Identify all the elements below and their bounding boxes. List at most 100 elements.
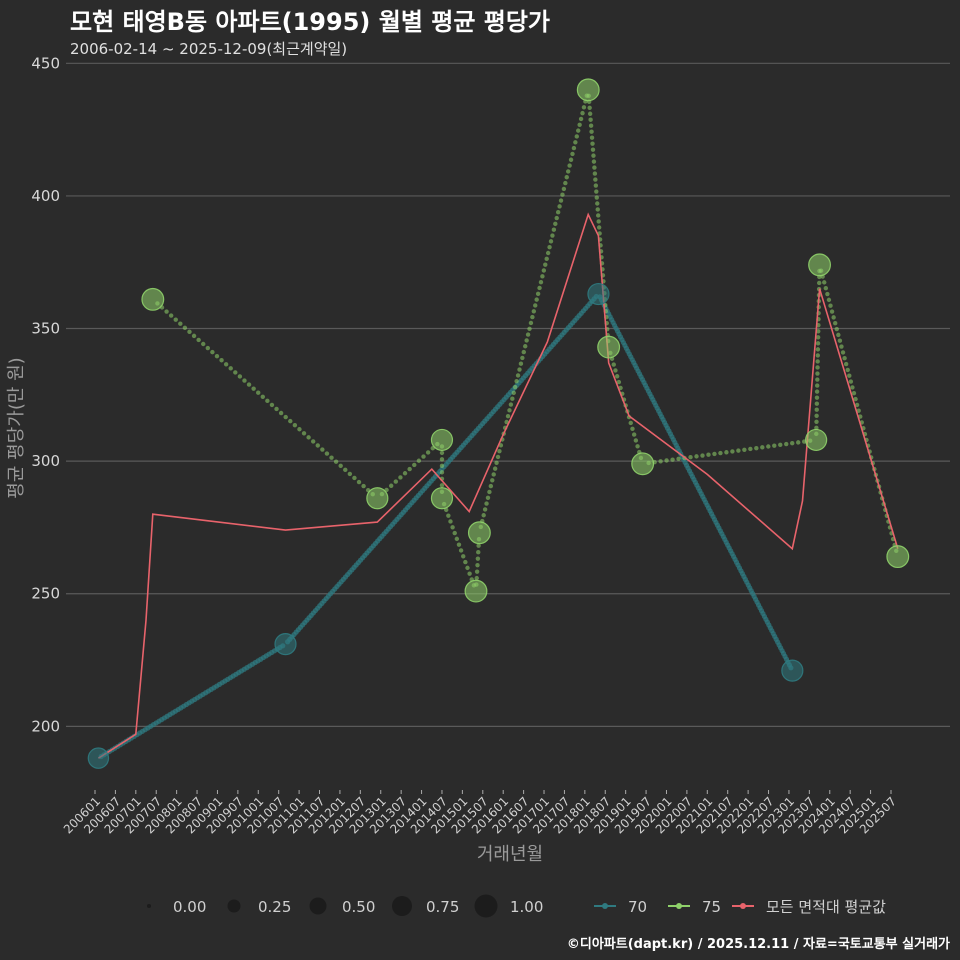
size-legend-dot [227, 899, 241, 913]
y-tick-label: 200 [31, 717, 60, 735]
series-75-trail-dot [593, 183, 599, 188]
series-75-trail-dot [402, 471, 408, 476]
series-75-trail-dot [592, 171, 598, 176]
series-75-trail-dot [563, 180, 568, 186]
series-75-trail-dot [837, 338, 843, 343]
series-75-trail-dot [269, 402, 275, 408]
series-75-trail-dot [467, 571, 472, 576]
series-75-trail-dot [534, 297, 539, 302]
series-75-trail-dot [592, 165, 597, 170]
series-75-trail-dot [523, 344, 528, 349]
series-75-point [430, 487, 454, 510]
series-75-trail-dot [288, 418, 293, 424]
series-75-trail-dot [567, 163, 572, 168]
series-75-trail-dot [843, 361, 849, 367]
series-75-trail-dot [670, 457, 675, 462]
series-75-trail-dot [856, 408, 861, 413]
y-tick-label: 450 [31, 54, 60, 72]
series-75-trail-dot [664, 458, 669, 463]
series-75-trail-dot [560, 192, 565, 197]
series-75-trail-dot [527, 326, 532, 331]
series-75-trail-dot [535, 291, 541, 296]
series-75-trail-dot [475, 562, 480, 568]
series-75-trail-dot [814, 413, 819, 418]
series-75-trail-dot [591, 153, 596, 158]
series-75-trail-dot [487, 489, 492, 495]
series-75-trail-dot [594, 189, 599, 194]
series-75-trail-dot [851, 391, 857, 396]
series-75-trail-dot [465, 565, 470, 571]
series-75-trail-dot [297, 427, 302, 432]
series-75-trail-dot [848, 379, 854, 384]
series-75-trail-dot [543, 262, 548, 267]
series-75-trail-dot [463, 559, 468, 565]
series-75-trail-dot [550, 233, 555, 238]
series-75-trail-dot [826, 297, 832, 303]
series-75-trail-dot [517, 367, 522, 372]
series-75-trail-dot [439, 483, 445, 488]
size-legend-dot [147, 904, 151, 908]
series-75-trail-dot [256, 390, 261, 395]
series-75-trail-dot [814, 395, 820, 400]
series-75-trail-dot [484, 501, 489, 506]
series-75-trail-dot [504, 419, 509, 425]
source-caption: ©디아파트(dapt.kr) / 2025.12.11 / 자료=국토교통부 실… [566, 937, 950, 952]
series-75-point [366, 487, 389, 510]
series-75-trail-dot [531, 309, 537, 314]
series-75-trail-dot [815, 341, 821, 346]
series-75-trail-dot [508, 402, 514, 407]
series-75-trail-dot [587, 105, 592, 110]
series-75-trail-dot [814, 401, 820, 406]
series-75-trail-dot [853, 396, 858, 402]
series-75-trail-dot [613, 368, 618, 373]
series-75-trail-dot [815, 383, 820, 388]
legend-average-label: 모든 면적대 평균값 [766, 898, 886, 916]
average-line [97, 212, 899, 759]
series-75-trail-dot [573, 140, 578, 145]
series-75-trail-dot [778, 442, 783, 448]
y-tick-label: 350 [31, 320, 60, 338]
series-75-trail-dot [333, 459, 339, 464]
series-75-trail-dot [766, 444, 771, 449]
series-75-trail-dot [448, 519, 453, 524]
series-75-trail-dot [530, 314, 535, 320]
series-75-trail-dot [425, 450, 431, 455]
series-75-trail-dot [407, 466, 412, 472]
legend-series-70-dot [602, 903, 608, 909]
series-75-trail-dot [834, 326, 839, 332]
series-75-trail-dot [580, 110, 585, 116]
series-75-trail-dot [815, 359, 820, 364]
series-75-trail-dot [510, 396, 515, 401]
series-75-trail-dot [564, 175, 569, 180]
series-75-trail-dot [301, 431, 307, 436]
series-75-trail-dot [595, 207, 600, 212]
series-75-trail-dot [815, 371, 820, 376]
series-75-trail-dot [393, 479, 399, 484]
series-75-trail-dot [324, 451, 330, 456]
series-75-trail-dot [590, 141, 595, 146]
series-75-trail-dot [191, 333, 197, 339]
series-75-trail-dot [439, 463, 445, 469]
series-75-trail-dot [265, 398, 270, 404]
series-75-trail-dot [591, 159, 597, 164]
series-75-trail-dot [742, 447, 747, 452]
series-75-trail-dot [476, 549, 481, 555]
series-75-trail-dot [630, 426, 635, 431]
series-75-trail-dot [754, 445, 759, 451]
series-75-trail-dot [748, 446, 753, 452]
series-75-trail-dot [555, 210, 561, 215]
series-75-trail-dot [815, 377, 820, 382]
series-75-trail-dot [533, 303, 538, 308]
series-75-trail-dot [822, 280, 827, 285]
series-75-trail-dot [512, 384, 518, 390]
series-75-trail-dot [784, 441, 789, 447]
series-75-trail-dot [338, 463, 343, 468]
series-75-trail-dot [829, 309, 835, 314]
series-75-trail-dot [461, 554, 466, 559]
series-75-trail-dot [588, 123, 594, 128]
legend-average-dot [740, 903, 746, 909]
series-75-trail-dot [540, 274, 545, 279]
chart-title: 모현 태영B동 아파트(1995) 월별 평균 평당가 [70, 8, 551, 36]
series-75-trail-dot [595, 201, 600, 206]
series-75-trail-dot [521, 349, 526, 355]
